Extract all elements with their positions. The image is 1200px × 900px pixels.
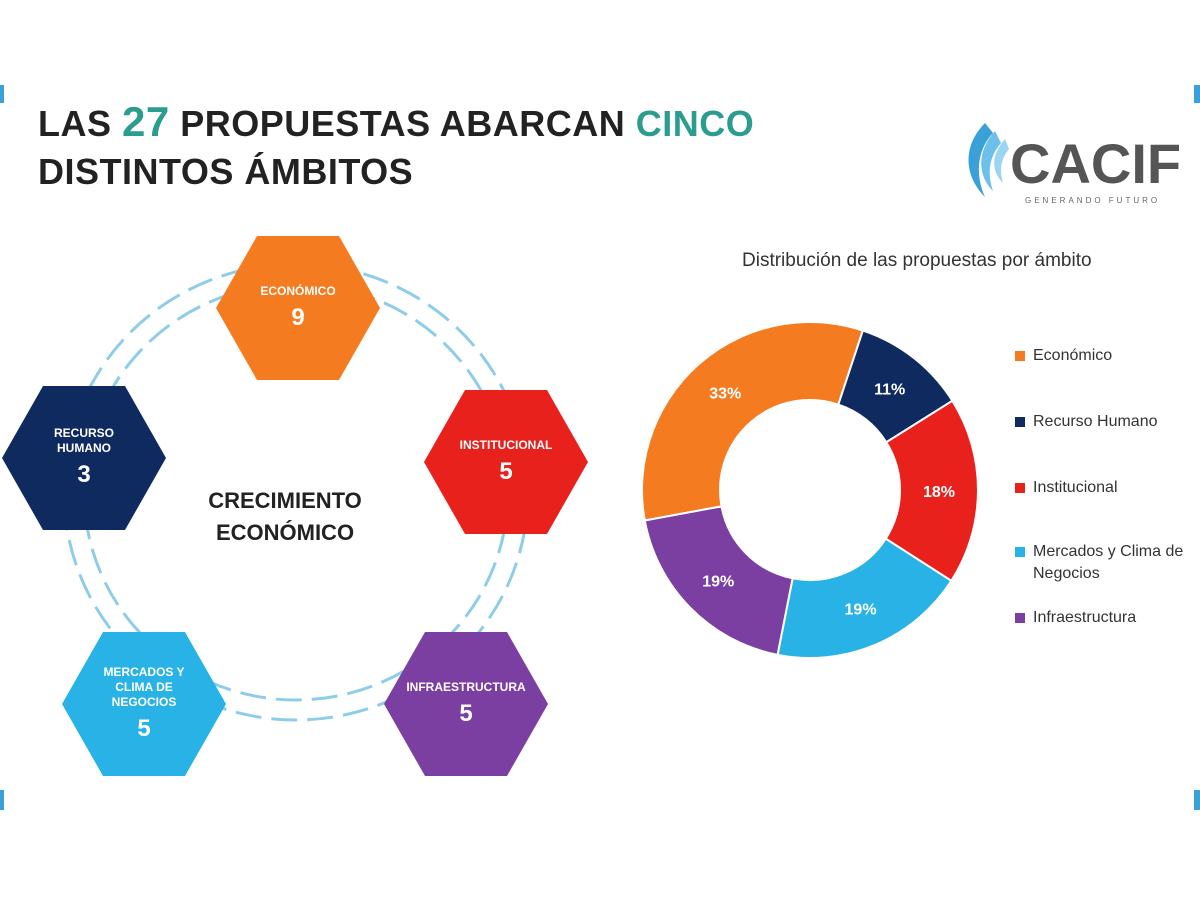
legend-swatch-2 <box>1015 483 1025 493</box>
hexagon-text-2: INFRAESTRUCTURA 5 <box>386 680 546 729</box>
hexagon-0 <box>216 236 380 380</box>
edge-mark-bottom-right <box>1194 790 1200 810</box>
title-highlight: CINCO <box>635 103 755 144</box>
logo-name: CACIF <box>1010 132 1181 195</box>
title-line-2: DISTINTOS ÁMBITOS <box>38 151 414 192</box>
hexagon-label-3-1: CLIMA DE <box>115 679 173 694</box>
hexagon-text-1: INSTITUCIONAL 5 <box>426 438 586 487</box>
hexagon-value-4: 3 <box>77 461 91 488</box>
legend-label-1: Recurso Humano <box>1033 413 1158 430</box>
edge-mark-bottom-left <box>0 790 4 810</box>
donut-slice-0 <box>641 321 865 522</box>
page-title: LAS 27 PROPUESTAS ABARCAN CINCO DISTINTO… <box>38 98 754 196</box>
hexagon-label-4-1: HUMANO <box>57 441 111 455</box>
legend-swatch-0 <box>1015 351 1025 361</box>
edge-mark-top-right <box>1194 85 1200 103</box>
donut-slice-2 <box>884 399 979 583</box>
donut-slice-3 <box>776 537 953 659</box>
legend-swatch-4 <box>1015 613 1025 623</box>
legend-label-0: Económico <box>1033 347 1113 364</box>
hexagon-3 <box>62 632 226 776</box>
hexagon-text-4: RECURSO HUMANO 3 <box>4 426 164 490</box>
hexagon-label-4-0: RECURSO <box>53 426 114 440</box>
hexagon-2 <box>384 632 548 776</box>
chart-title: Distribución de las propuestas por ámbit… <box>742 250 1092 271</box>
edge-mark-top-left <box>0 85 4 103</box>
hexagon-1 <box>424 390 588 534</box>
legend-label-4: Infraestructura <box>1033 609 1137 626</box>
legend-label-2: Institucional <box>1033 479 1118 496</box>
hexagon-label-3-0: MERCADOS Y <box>103 664 185 679</box>
title-part2: PROPUESTAS ABARCAN <box>169 103 636 144</box>
legend-swatch-3 <box>1015 547 1025 557</box>
hexagon-value-1: 5 <box>499 457 513 485</box>
cacif-logo: CACIF GENERANDO FUTURO <box>968 123 1181 205</box>
title-part1: LAS <box>38 103 123 144</box>
hexagon-label-2-0: INFRAESTRUCTURA <box>406 679 526 694</box>
donut-label-4: 19% <box>702 574 734 591</box>
donut-label-1: 11% <box>874 382 905 399</box>
hexagon-value-3: 5 <box>137 714 151 742</box>
donut-label-3: 19% <box>845 602 877 619</box>
hexagon-diagram: CRECIMIENTO ECONÓMICO ECONÓMICO 9 INSTITUC… <box>0 230 620 790</box>
center-line-2: ECONÓMICO <box>215 520 355 545</box>
center-label: CRECIMIENTO ECONÓMICO <box>160 485 410 549</box>
hexagon-label-0-0: ECONÓMICO <box>260 283 336 298</box>
hexagon-text-3: MERCADOS Y CLIMA DE NEGOCIOS 5 <box>64 665 224 744</box>
hexagon-value-2: 5 <box>459 699 473 727</box>
donut-chart: 33% 11% 18% 19% 19% <box>641 321 979 659</box>
hexagon-label-3-2: NEGOCIOS <box>111 694 177 709</box>
legend-label-3: Mercados y Clima de Negocios <box>1033 543 1184 582</box>
logo-tagline: GENERANDO FUTURO <box>1025 196 1160 205</box>
legend-swatch-1 <box>1015 417 1025 427</box>
flame-icon <box>968 123 1009 197</box>
chart-legend: Económico Recurso Humano Institucional Merc… <box>1015 345 1200 645</box>
hexagon-ring-svg <box>2 236 588 776</box>
hexagon-text-0: ECONÓMICO 9 <box>218 284 378 333</box>
donut-label-0: 33% <box>709 386 741 403</box>
hexagon-label-1-0: INSTITUCIONAL <box>459 437 553 452</box>
center-line-1: CRECIMIENTO <box>208 488 362 513</box>
hexagon-value-0: 9 <box>291 303 305 331</box>
donut-slice-4 <box>643 505 794 657</box>
title-line-1: LAS 27 PROPUESTAS ABARCAN CINCO <box>38 98 754 148</box>
donut-label-2: 18% <box>923 484 955 501</box>
hexagon-4 <box>2 386 166 530</box>
title-number: 27 <box>122 98 170 145</box>
